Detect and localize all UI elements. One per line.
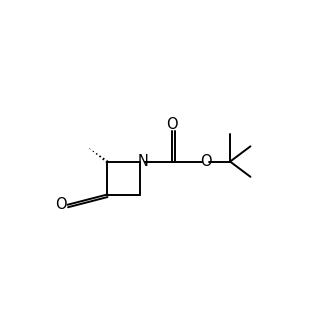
Text: O: O: [200, 154, 212, 169]
Text: N: N: [138, 154, 148, 169]
Text: O: O: [166, 117, 178, 132]
Text: O: O: [55, 197, 67, 212]
